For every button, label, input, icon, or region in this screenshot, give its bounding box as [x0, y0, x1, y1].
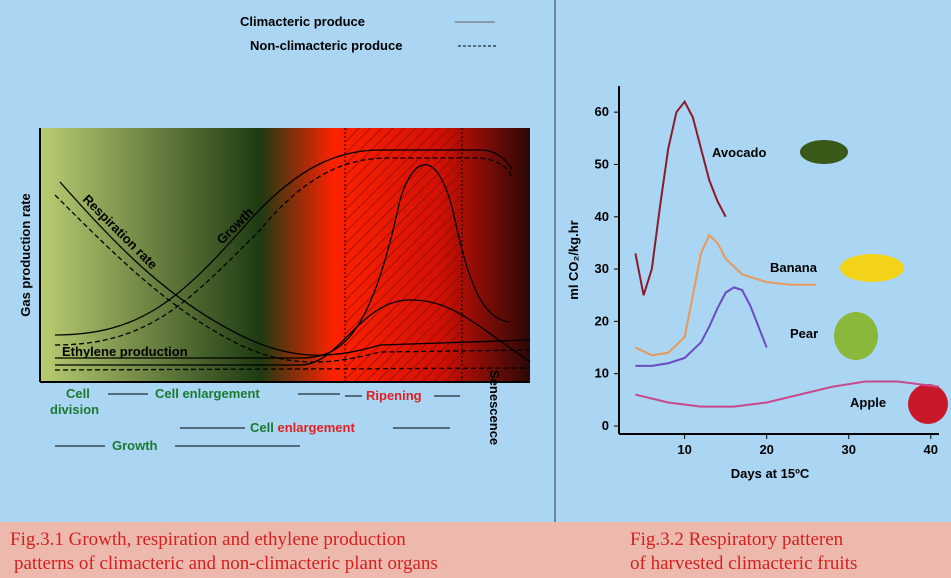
caption: of harvested climacteric fruits — [630, 553, 857, 574]
phase-label: Ripening — [366, 388, 422, 403]
y-tick-label: 30 — [595, 261, 609, 276]
caption: Fig.3.2 Respiratory patteren — [630, 529, 844, 550]
y-tick-label: 40 — [595, 209, 609, 224]
ripening-hatch — [345, 128, 462, 382]
left-diagram: Climacteric produce Non-climacteric prod… — [18, 14, 531, 453]
caption: patterns of climacteric and non-climacte… — [14, 553, 438, 574]
x-tick-label: 30 — [842, 442, 856, 457]
y-tick-label: 50 — [595, 156, 609, 171]
series-label: Apple — [850, 395, 886, 410]
icon — [834, 312, 878, 360]
phase-label: Cell — [66, 386, 90, 401]
icon — [800, 140, 848, 164]
series-line — [635, 380, 940, 408]
phase-label: enlargement — [277, 420, 355, 435]
y-tick-label: 20 — [595, 313, 609, 328]
legend-entry: Climacteric produce — [240, 14, 365, 29]
phase-label: Cell — [250, 420, 274, 435]
right-chart: ml CO₂/kg.hr Days at 15ºC 0 10 20 30 40 50 60 1… — [566, 86, 948, 481]
y-axis-label: Gas production rate — [18, 193, 33, 317]
icon — [908, 384, 948, 424]
x-tick-label: 40 — [924, 442, 938, 457]
legend-entry: Non-climacteric produce — [250, 38, 402, 53]
y-axis-label: ml CO₂/kg.hr — [566, 220, 581, 299]
label-bg — [105, 437, 175, 453]
series-line — [634, 99, 727, 296]
curve-label: Ethylene production — [62, 344, 188, 359]
series-label: Pear — [790, 326, 818, 341]
curves — [54, 149, 531, 371]
phase-label: Growth — [112, 438, 158, 453]
phase-label: Senescence — [487, 370, 502, 445]
x-tick-label: 20 — [759, 442, 773, 457]
label-bg — [148, 385, 298, 401]
series-line — [634, 233, 816, 357]
y-tick-label: 10 — [595, 366, 609, 381]
caption: Fig.3.1 Growth, respiration and ethylene… — [10, 529, 406, 550]
series-label: Banana — [770, 260, 818, 275]
phase-label: Cell enlargement — [250, 420, 355, 435]
label-bg — [362, 387, 434, 403]
icon — [840, 254, 904, 282]
series-label: Avocado — [712, 145, 766, 160]
y-tick-label: 0 — [602, 418, 609, 433]
series-line — [635, 286, 768, 367]
phase-label: division — [50, 402, 99, 417]
fruit-icons — [800, 140, 948, 424]
y-tick-label: 60 — [595, 104, 609, 119]
x-tick-label: 10 — [677, 442, 691, 457]
label-bg — [245, 419, 393, 435]
phase-label: Cell enlargement — [155, 386, 260, 401]
caption-bar — [0, 522, 951, 578]
x-axis-label: Days at 15ºC — [731, 466, 810, 481]
